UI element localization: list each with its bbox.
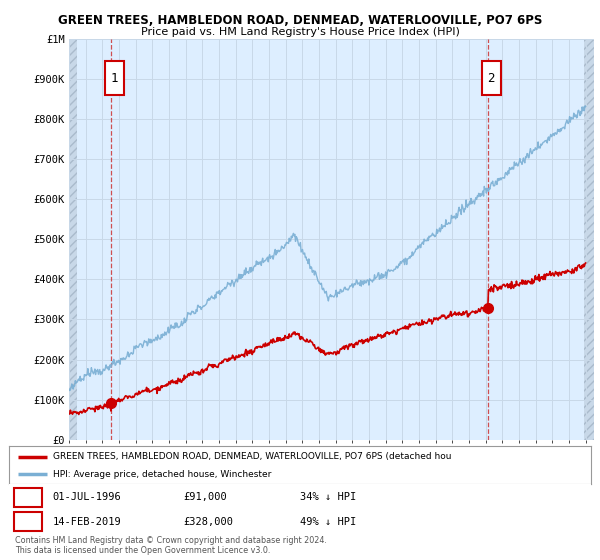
Text: Contains HM Land Registry data © Crown copyright and database right 2024.: Contains HM Land Registry data © Crown c…	[15, 536, 327, 545]
Text: 34% ↓ HPI: 34% ↓ HPI	[300, 492, 356, 502]
Text: 2: 2	[24, 517, 31, 527]
FancyBboxPatch shape	[105, 61, 124, 95]
Text: 14-FEB-2019: 14-FEB-2019	[53, 517, 121, 527]
Text: HPI: Average price, detached house, Winchester: HPI: Average price, detached house, Winc…	[53, 470, 271, 479]
Text: 1: 1	[110, 72, 118, 85]
Text: £91,000: £91,000	[184, 492, 227, 502]
Text: £328,000: £328,000	[184, 517, 233, 527]
Text: GREEN TREES, HAMBLEDON ROAD, DENMEAD, WATERLOOVILLE, PO7 6PS (detached hou: GREEN TREES, HAMBLEDON ROAD, DENMEAD, WA…	[53, 452, 451, 461]
Text: 01-JUL-1996: 01-JUL-1996	[53, 492, 121, 502]
Text: 2: 2	[488, 72, 495, 85]
FancyBboxPatch shape	[14, 488, 41, 507]
Text: 49% ↓ HPI: 49% ↓ HPI	[300, 517, 356, 527]
Bar	[69, 39, 77, 440]
Text: This data is licensed under the Open Government Licence v3.0.: This data is licensed under the Open Gov…	[15, 547, 271, 556]
FancyBboxPatch shape	[482, 61, 500, 95]
Text: Price paid vs. HM Land Registry's House Price Index (HPI): Price paid vs. HM Land Registry's House …	[140, 27, 460, 38]
Bar	[584, 39, 594, 440]
FancyBboxPatch shape	[14, 512, 41, 531]
Text: GREEN TREES, HAMBLEDON ROAD, DENMEAD, WATERLOOVILLE, PO7 6PS: GREEN TREES, HAMBLEDON ROAD, DENMEAD, WA…	[58, 14, 542, 27]
Text: 1: 1	[24, 492, 31, 502]
